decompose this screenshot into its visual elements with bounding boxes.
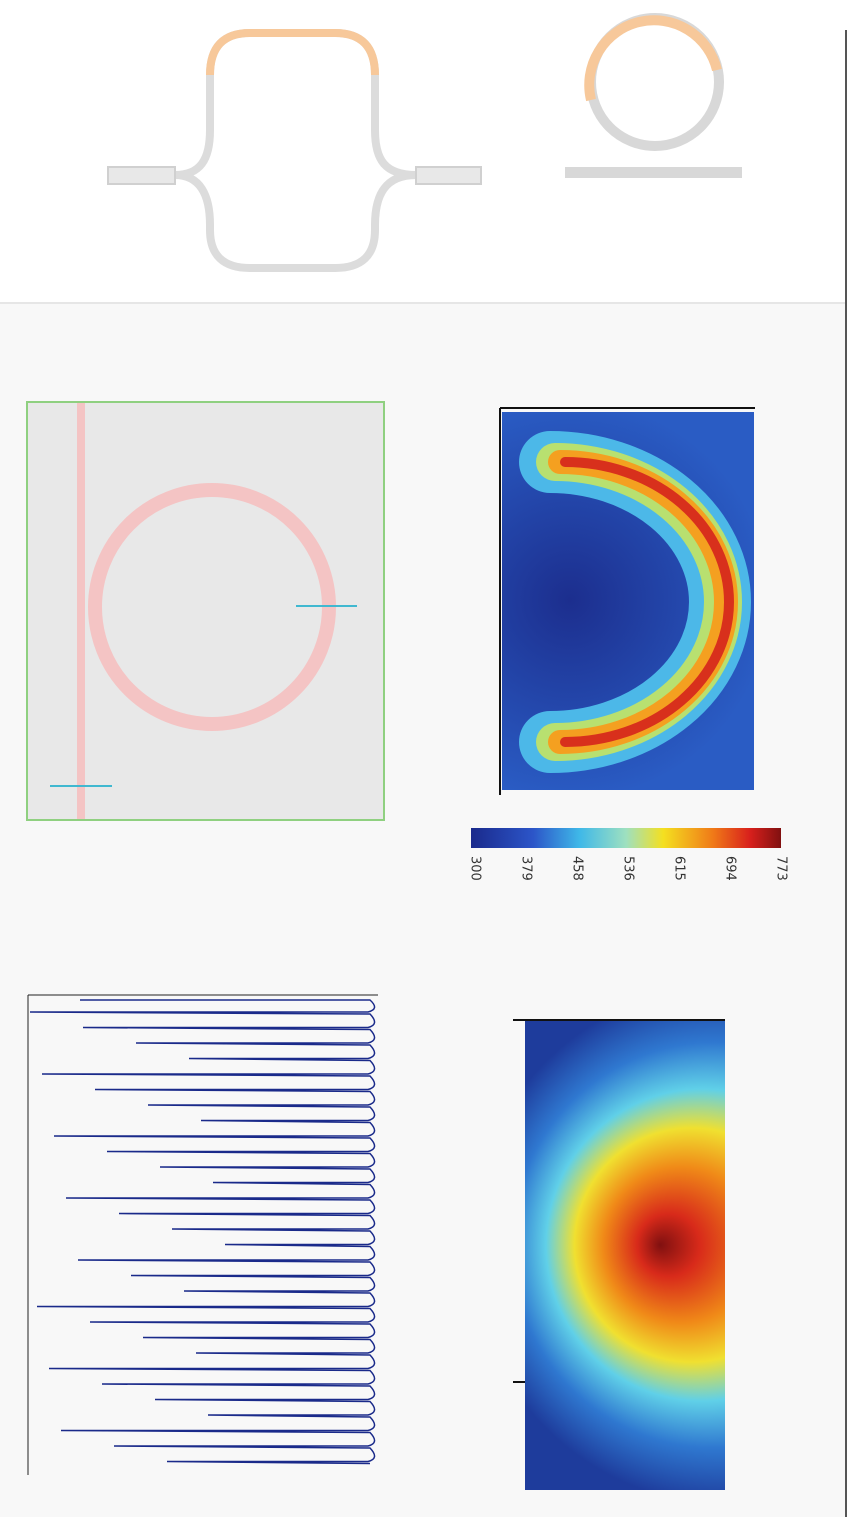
top-panel: [0, 0, 845, 302]
spectrum: [29, 999, 376, 1465]
crescent: [519, 431, 751, 773]
spectrum-axes: [27, 994, 378, 1475]
colorbar-label: 615: [672, 856, 687, 881]
ring-highlight: [584, 15, 722, 102]
colorbar-ticks: 300 379 458 536 615 694 773: [468, 856, 789, 881]
colorbar-label: 536: [621, 856, 636, 881]
colorbar-label: 773: [774, 856, 789, 881]
heatmap-mode-axes: [513, 1019, 725, 1383]
colorbar-label: 379: [519, 856, 534, 881]
colorbar-label: 694: [723, 856, 738, 881]
mzi: [174, 29, 417, 272]
heatmap-mode: [525, 1020, 725, 1490]
colorbar-label: 458: [570, 856, 585, 881]
colorbar-label: 300: [468, 856, 483, 881]
heatmap-axes: [499, 407, 755, 795]
mzi-output: [415, 166, 482, 185]
mzi-input: [107, 166, 176, 185]
colorbar: [471, 828, 781, 848]
bus-waveguide: [565, 167, 742, 178]
